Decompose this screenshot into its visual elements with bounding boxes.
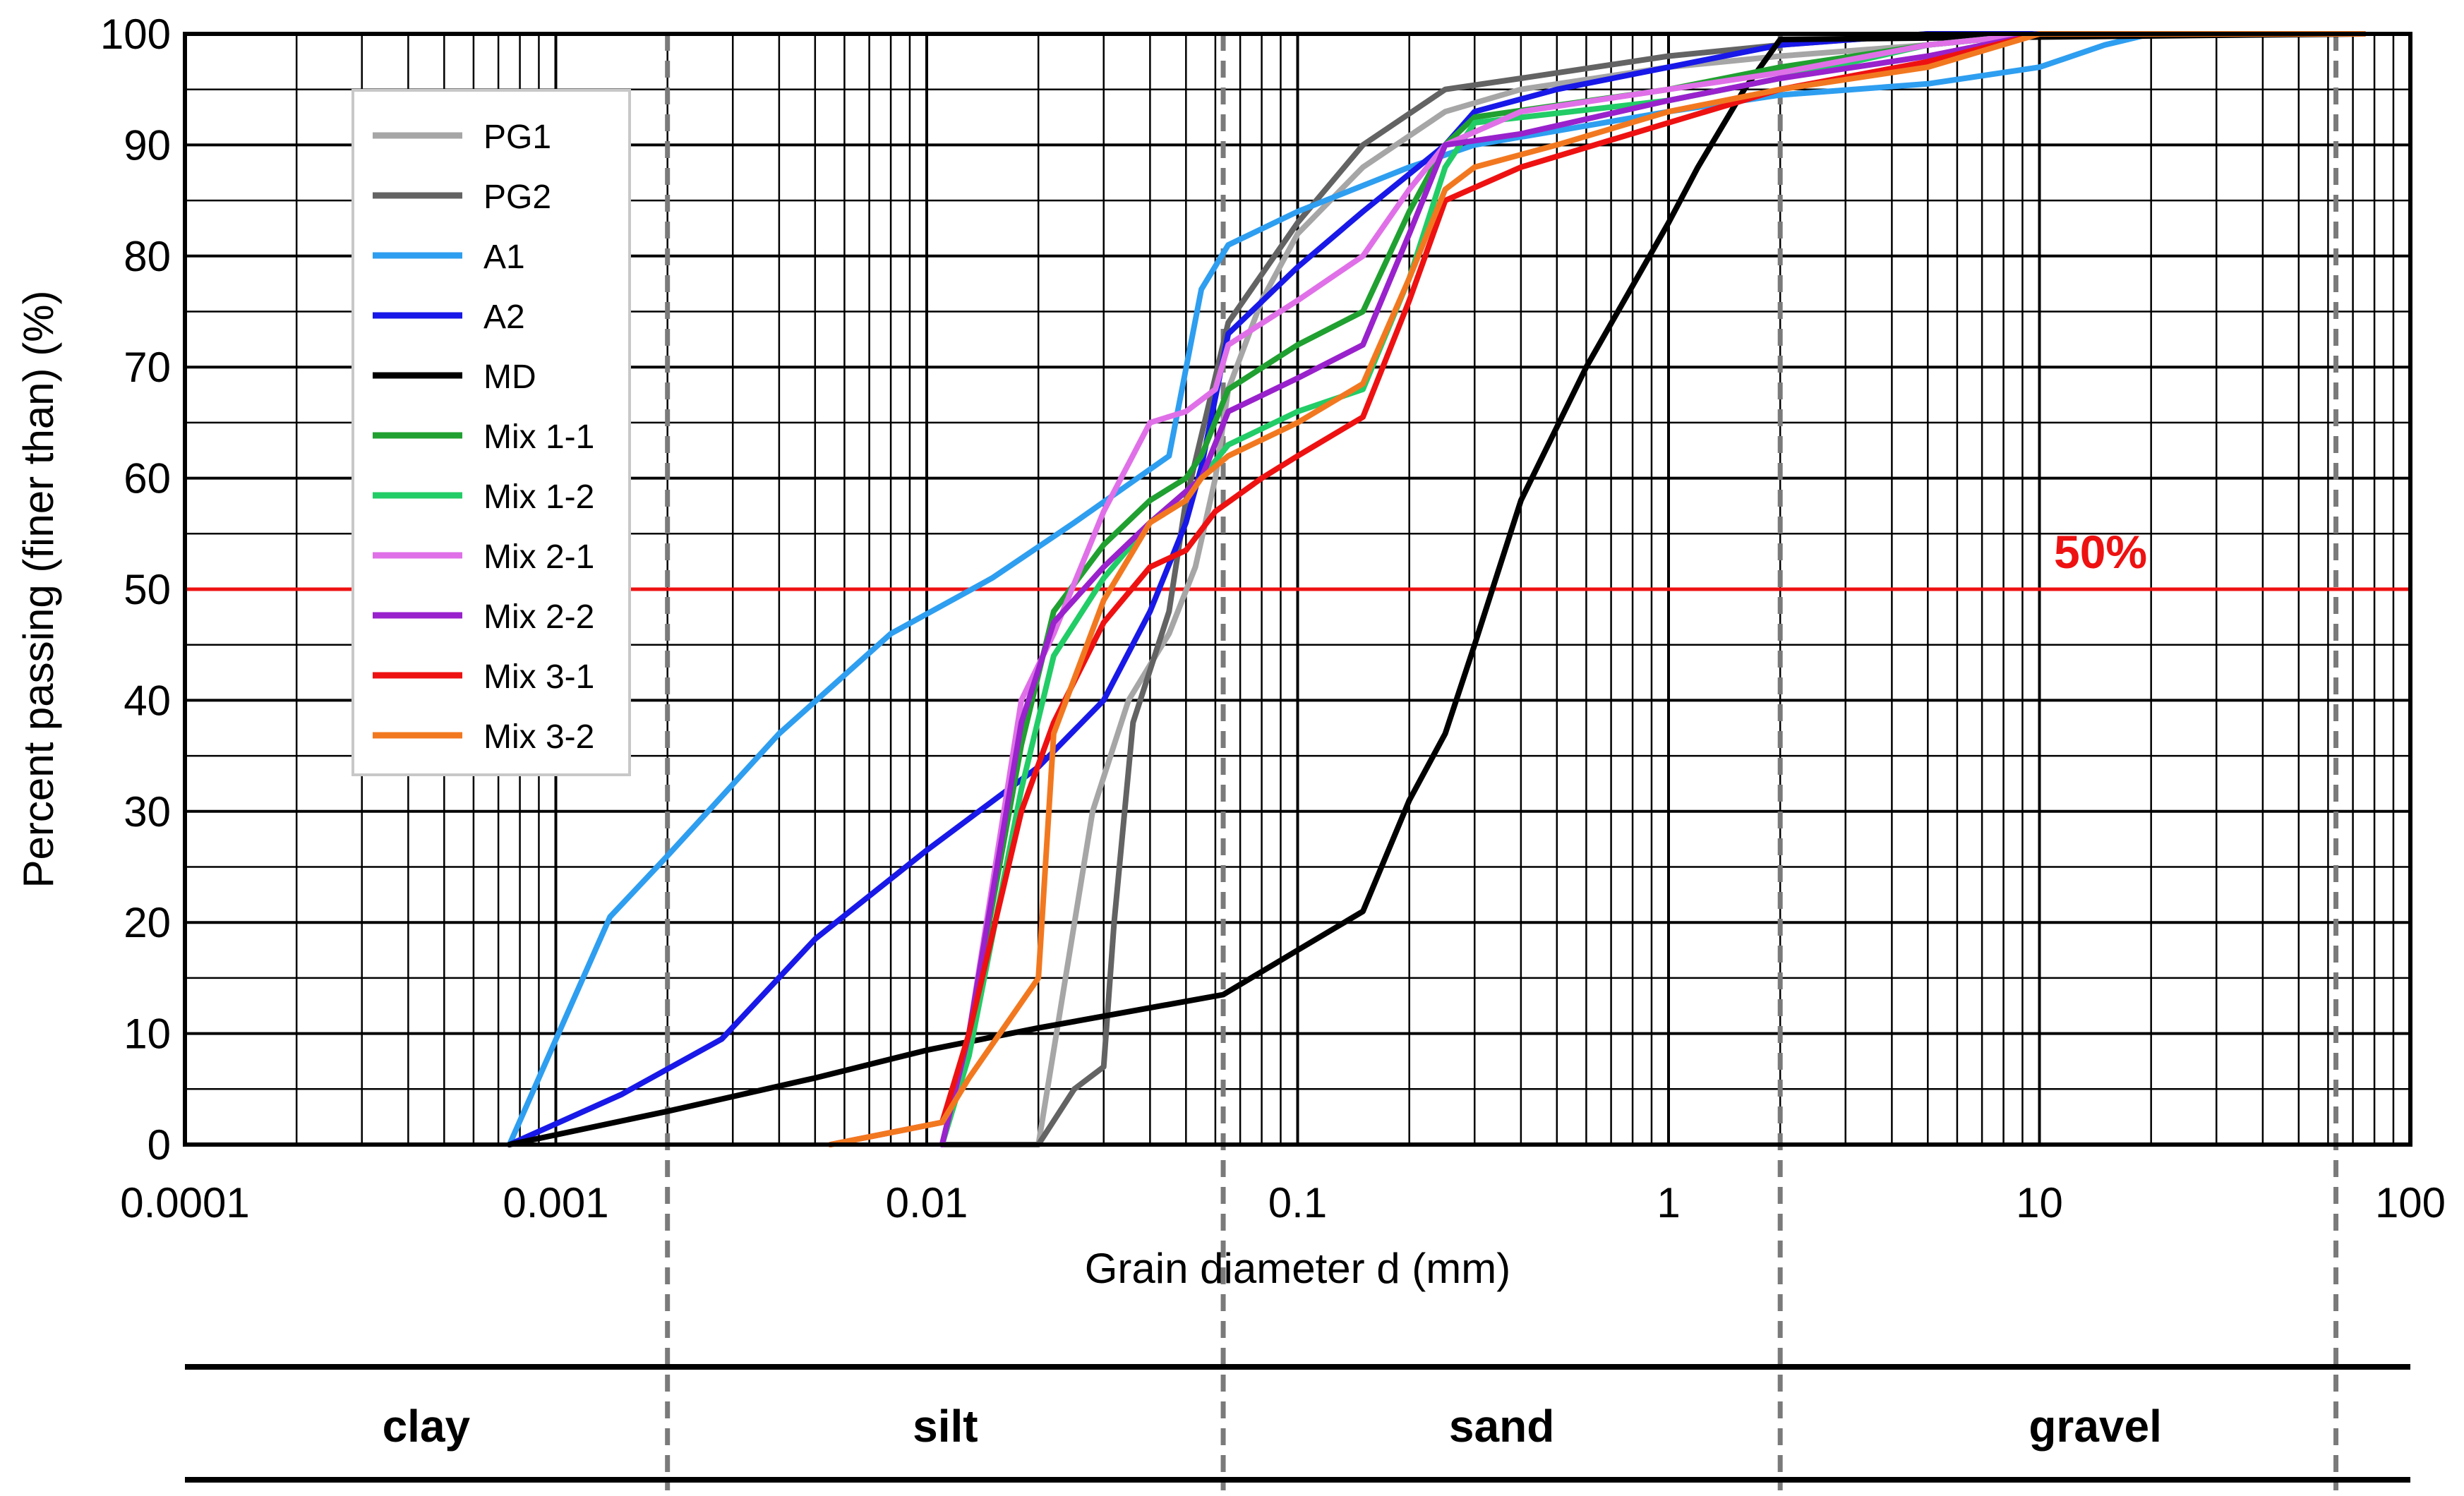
y-tick-label: 40 <box>124 677 171 724</box>
legend-label: PG1 <box>483 119 551 156</box>
x-axis-label: Grain diameter d (mm) <box>1085 1245 1510 1292</box>
series-line <box>939 31 2367 1147</box>
y-tick-label: 70 <box>124 344 171 391</box>
data-series <box>506 31 2367 1147</box>
series-line <box>506 31 2367 1147</box>
x-tick-labels: 0.0001 0.001 0.01 0.1 1 10 100 <box>120 1179 2446 1226</box>
series-line <box>939 31 2367 1147</box>
y-tick-label: 90 <box>124 121 171 169</box>
x-tick-label: 0.01 <box>886 1179 968 1226</box>
y-tick-label: 100 <box>100 11 171 58</box>
legend-label: Mix 2-1 <box>483 538 594 576</box>
series-line <box>827 31 2367 1147</box>
legend-label: Mix 1-1 <box>483 418 594 456</box>
y-tick-label: 80 <box>124 233 171 280</box>
x-tick-label: 0.001 <box>503 1179 608 1226</box>
legend-label: PG2 <box>483 179 551 216</box>
legend-label: Mix 3-2 <box>483 718 594 756</box>
y-axis-label: Percent passing (finer than) (%) <box>15 290 62 888</box>
soil-class-bar: clay silt sand gravel <box>185 1364 2410 1483</box>
soil-class-label: silt <box>913 1401 978 1452</box>
series-line <box>939 31 2367 1147</box>
plot-frame <box>183 32 2412 1147</box>
soil-class-label: sand <box>1449 1401 1554 1452</box>
soil-class-label: clay <box>383 1401 471 1452</box>
reference-line-label: 50% <box>2054 526 2147 578</box>
legend: PG1 PG2 A1 A2 MD Mix 1-1 Mix 1-2 Mix 2-1 Mix 2-2… <box>351 89 631 776</box>
x-tick-label: 1 <box>1657 1179 1680 1226</box>
class-boundaries <box>665 34 2339 1490</box>
legend-label: Mix 3-1 <box>483 658 594 696</box>
legend-label: A2 <box>483 298 525 336</box>
x-tick-label: 10 <box>2016 1179 2063 1226</box>
y-tick-label: 50 <box>124 566 171 613</box>
x-tick-label: 0.1 <box>1268 1179 1327 1226</box>
y-tick-label: 20 <box>124 899 171 946</box>
soil-class-label: gravel <box>2029 1401 2162 1452</box>
y-tick-label: 10 <box>124 1011 171 1058</box>
x-tick-label: 0.0001 <box>120 1179 250 1226</box>
y-tick-labels: 0 10 20 30 40 50 60 70 80 90 100 <box>100 11 171 1169</box>
y-tick-label: 0 <box>148 1121 171 1169</box>
legend-label: A1 <box>483 239 525 276</box>
legend-label: Mix 2-2 <box>483 598 594 636</box>
series-line <box>506 31 2367 1147</box>
legend-label: MD <box>483 358 536 396</box>
y-tick-label: 30 <box>124 788 171 836</box>
legend-label: Mix 1-2 <box>483 478 594 516</box>
series-line <box>939 31 2367 1147</box>
series-line <box>939 31 2367 1147</box>
y-tick-label: 60 <box>124 455 171 502</box>
series-line <box>506 31 2367 1147</box>
x-tick-label: 100 <box>2375 1179 2446 1226</box>
